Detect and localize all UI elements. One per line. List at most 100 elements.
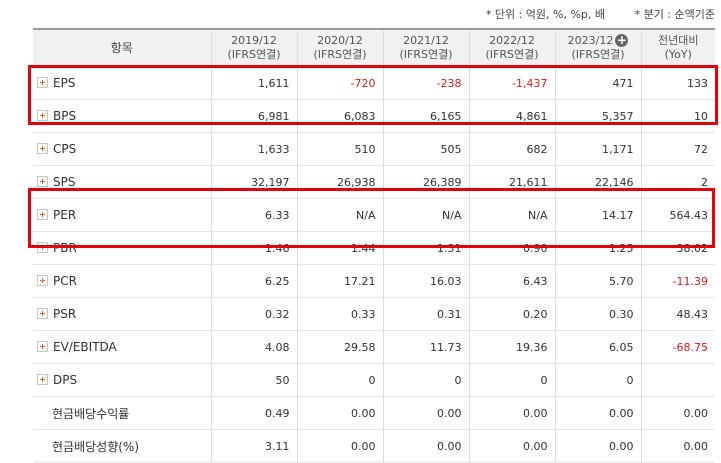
financial-ratio-table: 항목 2019/12 (IFRS연결) 2020/12 (IFRS연결) 2021/… bbox=[33, 28, 715, 463]
row-label-cell[interactable]: PBR bbox=[33, 231, 211, 265]
value-cell: 5.70 bbox=[554, 264, 641, 298]
value-cell: 6.05 bbox=[554, 330, 641, 364]
value-cell: 1,611 bbox=[210, 66, 297, 100]
plus-box-icon[interactable] bbox=[37, 209, 48, 220]
col-header-year: 2023/12 bbox=[567, 34, 614, 47]
value-cell: 0.00 bbox=[554, 396, 641, 430]
col-header-yoy: 전년대비 (YoY) bbox=[640, 28, 715, 67]
plus-box-icon[interactable] bbox=[37, 242, 48, 253]
table-row: SPS 32,197 26,938 26,389 21,611 22,146 2 bbox=[33, 165, 715, 199]
plus-circle-icon[interactable]: + bbox=[615, 33, 629, 47]
value-cell: 0.31 bbox=[382, 297, 469, 331]
value-cell: 510 bbox=[296, 132, 383, 166]
row-label: PSR bbox=[53, 307, 77, 321]
value-cell: 6,083 bbox=[296, 99, 383, 133]
value-cell: 14.17 bbox=[554, 198, 641, 232]
value-cell: 22,146 bbox=[554, 165, 641, 199]
table-row: 현금배당성향(%) 3.11 0.00 0.00 0.00 0.00 0.00 bbox=[33, 429, 715, 463]
value-cell: 48.43 bbox=[640, 297, 715, 331]
row-label-cell[interactable]: PSR bbox=[33, 297, 211, 331]
value-cell: 0.00 bbox=[640, 396, 715, 430]
row-label: SPS bbox=[53, 175, 76, 189]
value-cell: 0.49 bbox=[210, 396, 297, 430]
value-cell: 72 bbox=[640, 132, 715, 166]
value-cell: -238 bbox=[382, 66, 469, 100]
plus-box-icon[interactable] bbox=[37, 275, 48, 286]
row-label-cell: 현금배당성향(%) bbox=[33, 429, 211, 463]
col-header-2019: 2019/12 (IFRS연결) bbox=[210, 28, 297, 67]
value-cell: 0.00 bbox=[468, 429, 555, 463]
value-cell: 1.46 bbox=[210, 231, 297, 265]
col-header-yoy-label: 전년대비 bbox=[658, 34, 699, 47]
value-cell: 0.00 bbox=[640, 429, 715, 463]
col-header-year: 2019/12 bbox=[231, 34, 277, 47]
value-cell: 0.00 bbox=[296, 429, 383, 463]
value-cell: N/A bbox=[296, 198, 383, 232]
row-label-cell[interactable]: PER bbox=[33, 198, 211, 232]
row-label: EPS bbox=[53, 76, 76, 90]
plus-box-icon[interactable] bbox=[37, 176, 48, 187]
value-cell: N/A bbox=[382, 198, 469, 232]
table-row: DPS 50 0 0 0 0 bbox=[33, 363, 715, 397]
row-label: DPS bbox=[53, 373, 78, 387]
value-cell: -68.75 bbox=[640, 330, 715, 364]
value-cell: -720 bbox=[296, 66, 383, 100]
value-cell: 6.33 bbox=[210, 198, 297, 232]
col-header-2023: 2023/12 + (IFRS연결) bbox=[554, 28, 641, 67]
plus-box-icon[interactable] bbox=[37, 341, 48, 352]
value-cell: 16.03 bbox=[382, 264, 469, 298]
col-header-2021: 2021/12 (IFRS연결) bbox=[382, 28, 469, 67]
value-cell: 0 bbox=[468, 363, 555, 397]
value-cell: 11.73 bbox=[382, 330, 469, 364]
plus-box-icon[interactable] bbox=[37, 308, 48, 319]
plus-box-icon[interactable] bbox=[37, 143, 48, 154]
row-label-cell[interactable]: CPS bbox=[33, 132, 211, 166]
col-header-year: 2021/12 bbox=[403, 34, 449, 47]
value-cell: 50 bbox=[210, 363, 297, 397]
plus-box-icon[interactable] bbox=[37, 374, 48, 385]
table-header-row: 항목 2019/12 (IFRS연결) 2020/12 (IFRS연결) 2021/… bbox=[33, 28, 715, 67]
value-cell: 26,938 bbox=[296, 165, 383, 199]
row-label: PER bbox=[53, 208, 77, 222]
value-cell: 21,611 bbox=[468, 165, 555, 199]
value-cell: 38.02 bbox=[640, 231, 715, 265]
plus-box-icon[interactable] bbox=[37, 110, 48, 121]
col-header-basis: (IFRS연결) bbox=[399, 48, 453, 61]
table-row: PER 6.33 N/A N/A N/A 14.17 564.43 bbox=[33, 198, 715, 232]
table-row: PBR 1.46 1.44 1.31 0.90 1.25 38.02 bbox=[33, 231, 715, 265]
value-cell: 4,861 bbox=[468, 99, 555, 133]
value-cell: 32,197 bbox=[210, 165, 297, 199]
row-label: BPS bbox=[53, 109, 77, 123]
col-header-basis: (IFRS연결) bbox=[485, 48, 539, 61]
value-cell: 0.00 bbox=[382, 429, 469, 463]
value-cell: 26,389 bbox=[382, 165, 469, 199]
value-cell: N/A bbox=[468, 198, 555, 232]
table-row: 현금배당수익률 0.49 0.00 0.00 0.00 0.00 0.00 bbox=[33, 396, 715, 430]
value-cell: 0.00 bbox=[468, 396, 555, 430]
unit-note: * 단위 : 억원, %, %p, 배 bbox=[485, 8, 605, 21]
value-cell: 19.36 bbox=[468, 330, 555, 364]
row-label-cell[interactable]: PCR bbox=[33, 264, 211, 298]
col-header-year: 2022/12 bbox=[489, 34, 535, 47]
row-label: PCR bbox=[53, 274, 77, 288]
value-cell: 0.32 bbox=[210, 297, 297, 331]
row-label-cell[interactable]: EV/EBITDA bbox=[33, 330, 211, 364]
value-cell: 0.90 bbox=[468, 231, 555, 265]
value-cell: 17.21 bbox=[296, 264, 383, 298]
value-cell: 1,633 bbox=[210, 132, 297, 166]
row-label-cell[interactable]: SPS bbox=[33, 165, 211, 199]
col-header-basis: (IFRS연결) bbox=[227, 48, 281, 61]
row-label-cell[interactable]: EPS bbox=[33, 66, 211, 100]
row-label: 현금배당수익률 bbox=[52, 406, 130, 421]
table-row: EV/EBITDA 4.08 29.58 11.73 19.36 6.05 -68.75 bbox=[33, 330, 715, 364]
row-label-cell[interactable]: BPS bbox=[33, 99, 211, 133]
value-cell: 6.43 bbox=[468, 264, 555, 298]
plus-box-icon[interactable] bbox=[37, 77, 48, 88]
table-row: PCR 6.25 17.21 16.03 6.43 5.70 -11.39 bbox=[33, 264, 715, 298]
value-cell: 29.58 bbox=[296, 330, 383, 364]
row-label: EV/EBITDA bbox=[53, 340, 117, 354]
col-header-basis: (IFRS연결) bbox=[313, 48, 367, 61]
row-label-cell: 현금배당수익률 bbox=[33, 396, 211, 430]
row-label: CPS bbox=[53, 142, 77, 156]
row-label-cell[interactable]: DPS bbox=[33, 363, 211, 397]
